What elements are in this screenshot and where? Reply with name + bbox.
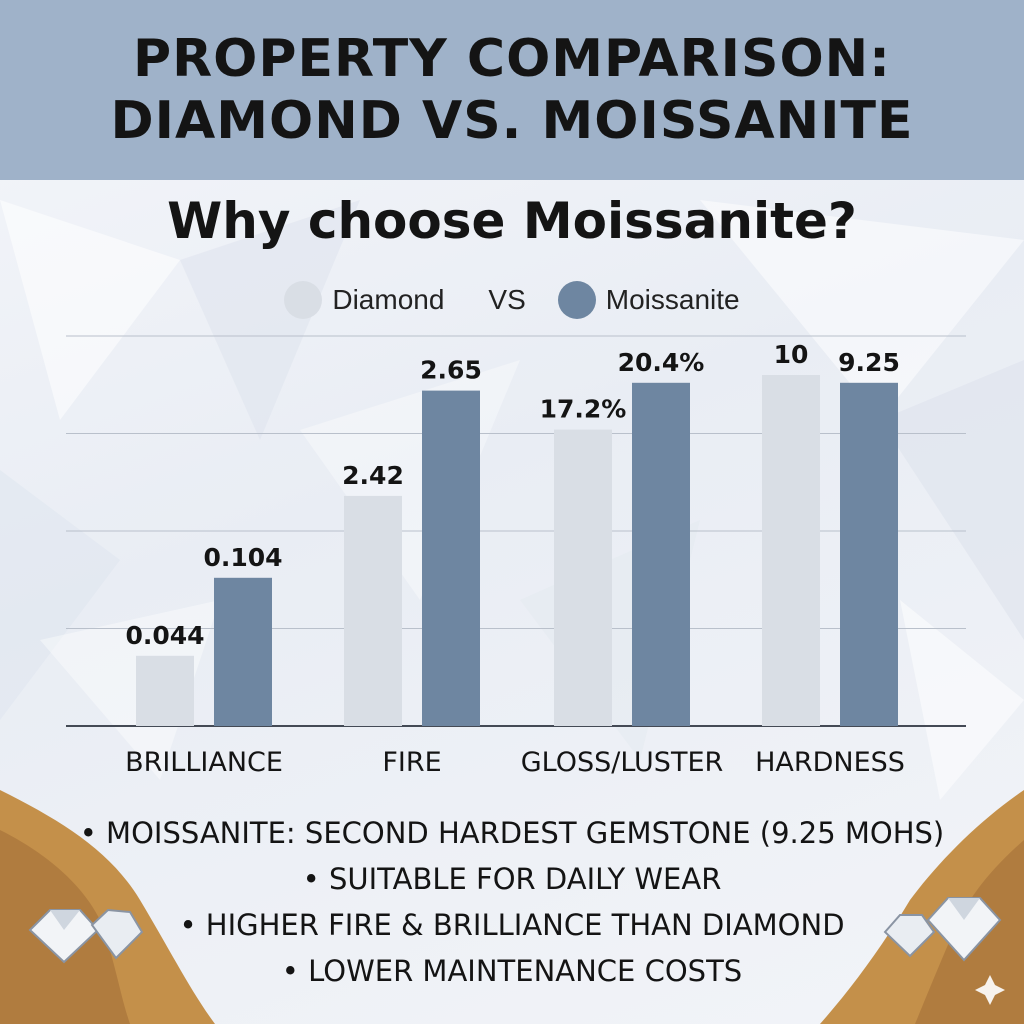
gem-icon bbox=[28, 909, 100, 964]
bar-moissanite-brilliance bbox=[214, 577, 272, 726]
legend-swatch-moissanite bbox=[557, 281, 596, 319]
legend-vs-label: VS bbox=[488, 284, 526, 315]
bar-diamond-fire bbox=[344, 495, 402, 726]
bar-diamond-hardness bbox=[762, 375, 820, 726]
title-banner: PROPERTY COMPARISON: DIAMOND VS. MOISSAN… bbox=[0, 0, 1024, 180]
title-line-2: DIAMOND VS. MOISSANITE bbox=[110, 91, 914, 151]
title-line-1: PROPERTY COMPARISON: bbox=[133, 29, 891, 89]
data-label: 10 bbox=[774, 340, 809, 369]
category-label: BRILLIANCE bbox=[125, 747, 283, 778]
data-label: 20.4% bbox=[618, 348, 705, 377]
legend-swatch-diamond bbox=[284, 281, 323, 319]
gem-icon bbox=[883, 914, 936, 958]
legend-label-diamond: Diamond bbox=[332, 284, 445, 315]
bar-chart: 0.044 2.42 17.2% 10 0.104 2.65 20.4% 9.25 BRILLI… bbox=[66, 335, 966, 778]
benefit-item: • LOWER MAINTENANCE COSTS bbox=[281, 954, 743, 988]
legend-label-moissanite: Moissanite bbox=[605, 284, 740, 315]
data-label: 17.2% bbox=[540, 395, 627, 424]
bar-diamond-glossluster bbox=[554, 429, 612, 726]
gem-icon bbox=[926, 897, 1002, 962]
bar-diamond-brilliance bbox=[136, 655, 194, 726]
benefit-item: • HIGHER FIRE & BRILLIANCE THAN DIAMOND bbox=[179, 908, 845, 942]
benefit-item: • SUITABLE FOR DAILY WEAR bbox=[302, 862, 722, 896]
data-label: 0.104 bbox=[203, 543, 282, 572]
bar-moissanite-fire bbox=[422, 390, 480, 726]
benefit-list: • MOISSANITE: SECOND HARDEST GEMSTONE (9… bbox=[0, 810, 1024, 994]
data-label: 0.044 bbox=[125, 621, 204, 650]
category-label: FIRE bbox=[382, 747, 441, 778]
data-label: 2.42 bbox=[342, 461, 404, 490]
sparkle-icon bbox=[975, 975, 1005, 1005]
subtitle: Why choose Moissanite? bbox=[167, 192, 857, 250]
bar-moissanite-hardness bbox=[840, 382, 898, 726]
data-label: 9.25 bbox=[838, 348, 900, 377]
bar-moissanite-glossluster bbox=[632, 382, 690, 726]
data-label: 2.65 bbox=[420, 356, 482, 385]
benefit-item: • MOISSANITE: SECOND HARDEST GEMSTONE (9… bbox=[79, 816, 945, 850]
category-label: GLOSS/LUSTER bbox=[521, 747, 724, 778]
chart-legend: Diamond VS Moissanite bbox=[0, 280, 1024, 320]
category-label: HARDNESS bbox=[755, 747, 905, 778]
gem-icon bbox=[90, 908, 144, 960]
